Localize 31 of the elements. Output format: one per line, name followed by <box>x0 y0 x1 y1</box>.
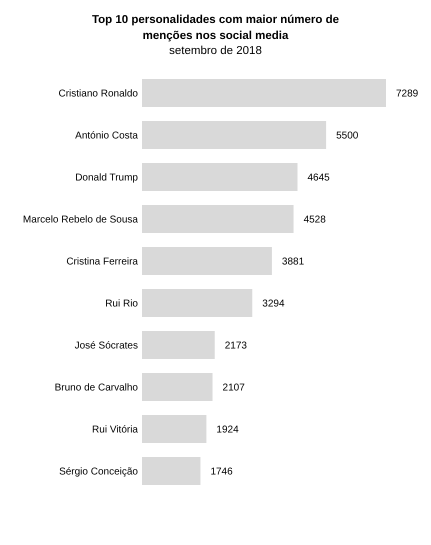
bar <box>142 121 326 149</box>
data-label: 4528 <box>304 214 326 226</box>
data-label: 4645 <box>307 172 330 184</box>
data-label: 2107 <box>222 382 246 394</box>
bar <box>142 247 272 275</box>
bar <box>142 79 386 107</box>
y-tick-label: António Costa <box>75 130 138 142</box>
y-tick-label: Rui Vitória <box>92 424 138 436</box>
data-label: 5500 <box>336 130 359 142</box>
bar <box>142 289 252 317</box>
data-label: 1746 <box>210 466 234 478</box>
data-label: 2173 <box>224 340 248 352</box>
y-tick-label: José Sócrates <box>74 340 138 352</box>
bar <box>142 331 215 359</box>
bar <box>142 205 294 233</box>
y-tick-label: Sérgio Conceição <box>59 466 138 478</box>
data-label: 7289 <box>396 88 419 100</box>
chart-subtitle: setembro de 2018 <box>168 44 263 59</box>
data-label: 3881 <box>282 256 305 268</box>
data-label: 3294 <box>262 298 285 310</box>
y-tick-label: Cristina Ferreira <box>66 256 138 268</box>
bar <box>142 457 200 485</box>
data-label: 1924 <box>216 424 240 436</box>
y-tick-label: Cristiano Ronaldo <box>58 88 138 100</box>
y-tick-label: Rui Rio <box>105 298 138 310</box>
bar <box>142 163 298 191</box>
y-tick-label: Marcelo Rebelo de Sousa <box>22 214 138 226</box>
bar <box>142 373 213 401</box>
bar <box>142 415 206 443</box>
y-tick-label: Bruno de Carvalho <box>54 382 138 394</box>
y-tick-label: Donald Trump <box>75 172 138 184</box>
